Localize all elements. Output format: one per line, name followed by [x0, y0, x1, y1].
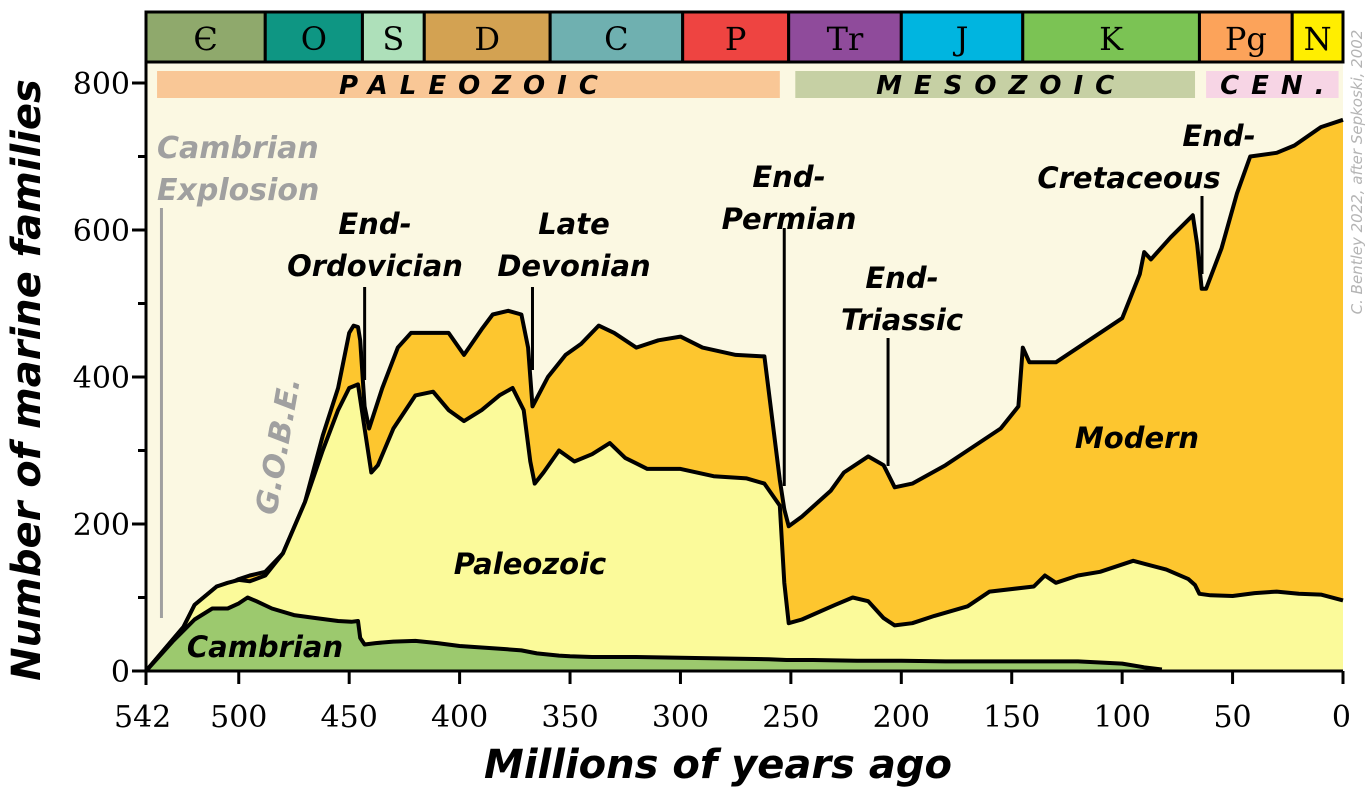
period-p: P	[681, 10, 791, 64]
period-cell	[263, 10, 364, 64]
annotation-cambrian-explosion: Cambrian Explosion	[157, 131, 319, 618]
area-cambrian	[146, 597, 1162, 671]
x-tick-label: 350	[541, 700, 598, 735]
period-label: J	[953, 20, 969, 58]
y-axis-title: Number of marine families	[4, 79, 50, 681]
period-cell	[899, 10, 1025, 64]
event-end-triassic: End- Triassic	[841, 261, 963, 466]
event-line-2: Cretaceous	[1037, 161, 1220, 195]
fauna-label-modern: Modern	[1075, 421, 1199, 455]
period-label: D	[474, 20, 500, 58]
period-c: C	[548, 10, 685, 64]
period-label: K	[1099, 20, 1124, 58]
event-end-permian: End- Permian	[722, 160, 857, 486]
event-line-1: End-	[1182, 119, 1255, 153]
axes: 542 500 450 400 350 300 250 200 150 100 50 00200400…	[73, 62, 1351, 735]
x-tick-label: 300	[652, 700, 709, 735]
y-tick-label: 600	[73, 214, 130, 249]
era-mesozoic: MESOZOIC	[795, 71, 1196, 101]
era-bars: PALEOZOIC MESOZOIC CEN.	[157, 71, 1339, 101]
period-cell	[787, 10, 903, 64]
period-cell	[1290, 10, 1345, 64]
x-tick-label: 500	[210, 700, 267, 735]
line-paleozoic	[144, 382, 1344, 673]
annotation-line-2: Explosion	[157, 173, 319, 208]
x-tick-label: 150	[983, 700, 1040, 735]
period-cell	[422, 10, 552, 64]
x-tick-label: 400	[431, 700, 488, 735]
credit-text: C. Bentley 2022, after Sepkoski, 2002	[1348, 30, 1366, 315]
x-tick-label: 100	[1094, 700, 1151, 735]
x-tick-label: 0	[1332, 700, 1351, 735]
period-bar: Є O S D C P Tr J K Pg N	[144, 10, 1345, 64]
x-axis-title: Millions of years ago	[484, 742, 952, 788]
x-tick-label: 542	[114, 700, 171, 735]
era-cen: CEN.	[1206, 71, 1339, 101]
period-cell	[144, 10, 267, 64]
era-paleozoic: PALEOZOIC	[157, 71, 780, 101]
period-label: S	[382, 20, 404, 58]
period-label: Tr	[827, 20, 864, 58]
event-line-1: End-	[338, 207, 411, 241]
event-line-2: Ordovician	[287, 249, 463, 283]
period-cell	[1021, 10, 1201, 64]
period-label: O	[301, 20, 327, 58]
period-k: K	[1021, 10, 1201, 64]
x-tick-label: 50	[1213, 700, 1251, 735]
y-tick-label: 0	[111, 655, 130, 690]
period-o: O	[263, 10, 364, 64]
y-tick-label: 400	[73, 361, 130, 396]
era-label: PALEOZOIC	[339, 71, 610, 101]
era-label: CEN.	[1220, 71, 1336, 101]
period-cell	[548, 10, 685, 64]
period-tr: Tr	[787, 10, 903, 64]
fauna-label-paleozoic: Paleozoic	[454, 547, 606, 581]
period-pg: Pg	[1197, 10, 1294, 64]
event-line-1: End-	[752, 160, 825, 194]
period-cell	[360, 10, 426, 64]
line-modern	[144, 117, 1344, 673]
period-j: J	[899, 10, 1025, 64]
annotation-line-1: Cambrian	[157, 131, 319, 166]
fauna-labels: Cambrian Paleozoic Modern	[187, 421, 1199, 664]
period-cambrian: Є	[144, 10, 267, 64]
line-cambrian	[144, 595, 1163, 673]
event-line-1: End-	[865, 261, 938, 295]
period-label: Є	[193, 20, 217, 58]
y-tick-label: 800	[73, 67, 130, 102]
era-bar	[157, 71, 780, 98]
period-label: C	[604, 20, 628, 58]
x-tick-label: 200	[873, 700, 930, 735]
x-tick-label: 250	[762, 700, 819, 735]
event-line-2: Devonian	[497, 249, 650, 283]
event-line-1: Late	[538, 207, 610, 241]
y-tick-label: 200	[73, 508, 130, 543]
period-d: D	[422, 10, 552, 64]
period-s: S	[360, 10, 426, 64]
x-tick-label: 450	[321, 700, 378, 735]
series-areas	[144, 117, 1344, 673]
event-line-2: Triassic	[841, 303, 963, 337]
event-late-devonian: Late Devonian	[497, 207, 651, 370]
era-label: MESOZOIC	[876, 71, 1126, 101]
fauna-label-cambrian: Cambrian	[187, 630, 343, 664]
event-end-cretaceous: End- Cretaceous	[1037, 119, 1256, 274]
period-label: Pg	[1225, 20, 1267, 58]
event-line-2: Permian	[722, 202, 857, 236]
area-paleozoic	[146, 384, 1343, 671]
period-label: P	[725, 20, 747, 58]
period-label: N	[1304, 20, 1332, 58]
period-n: N	[1290, 10, 1345, 64]
era-bar	[795, 71, 1196, 98]
event-end-ordovician: End- Ordovician	[287, 207, 463, 380]
era-bar	[1206, 71, 1339, 98]
